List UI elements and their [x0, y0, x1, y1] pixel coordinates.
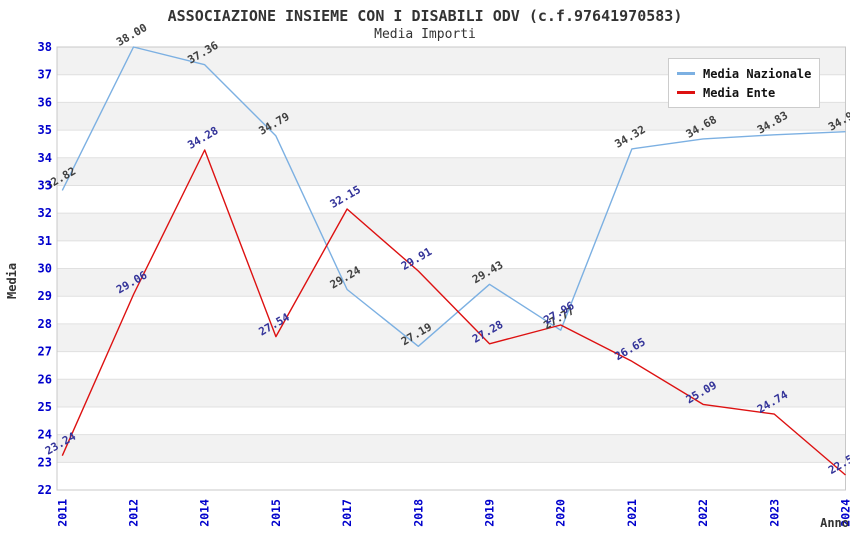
x-tick-label: 2014: [198, 499, 212, 527]
plot-band: [57, 130, 846, 158]
y-tick-label: 33: [38, 178, 52, 192]
chart-subtitle: Media Importi: [374, 27, 476, 42]
plot-band: [57, 323, 846, 352]
plot-band: [57, 406, 846, 435]
x-tick-label: 2011: [55, 499, 69, 527]
y-tick-label: 25: [38, 400, 52, 414]
plot-band: [57, 268, 846, 297]
x-tick-label: 2017: [340, 499, 354, 527]
legend-label-media-ente: Media Ente: [703, 85, 776, 100]
plot-band: [57, 379, 846, 407]
legend-item-media-nazionale: Media Nazionale: [677, 64, 811, 83]
plot-band: [57, 185, 846, 214]
x-tick-label: 2022: [696, 499, 710, 527]
chart-title: ASSOCIAZIONE INSIEME CON I DISABILI ODV …: [167, 7, 683, 25]
x-tick-label: 2018: [411, 499, 425, 527]
y-tick-label: 28: [38, 317, 52, 331]
x-axis-title: Anno: [820, 516, 849, 530]
y-tick-label: 32: [38, 206, 52, 220]
legend-item-media-ente: Media Ente: [677, 83, 811, 102]
legend-marker-media-nazionale-icon: [677, 72, 695, 75]
plot-band: [57, 240, 846, 269]
y-tick-label: 24: [38, 428, 52, 442]
y-tick-label: 31: [38, 234, 52, 248]
legend: Media Nazionale Media Ente: [668, 58, 820, 108]
y-tick-label: 26: [38, 372, 52, 386]
plot-band: [57, 296, 846, 324]
y-tick-label: 38: [38, 40, 52, 54]
plot-band: [57, 434, 846, 463]
y-tick-label: 29: [38, 289, 52, 303]
legend-label-media-nazionale: Media Nazionale: [703, 66, 812, 81]
y-tick-label: 30: [38, 262, 52, 276]
x-tick-label: 2019: [483, 499, 497, 527]
plot-band: [57, 462, 846, 490]
plot-border: [56, 46, 846, 491]
x-tick-label: 2021: [625, 499, 639, 527]
series-line-media-ente: [61, 149, 846, 476]
x-tick-label: 2024: [839, 499, 850, 527]
x-tick-label: 2012: [127, 499, 141, 527]
x-tick-label: 2023: [767, 499, 781, 527]
plot-band: [57, 157, 846, 186]
y-tick-label: 36: [38, 95, 52, 109]
y-tick-label: 37: [38, 68, 52, 82]
y-tick-label: 22: [38, 483, 52, 497]
y-axis-title: Media: [5, 263, 19, 299]
y-tick-label: 35: [38, 123, 52, 137]
y-tick-label: 34: [38, 151, 52, 165]
y-tick-label: 27: [38, 345, 52, 359]
y-tick-label: 23: [38, 455, 52, 469]
x-tick-label: 2020: [554, 499, 568, 527]
data-label: 38.00: [114, 21, 149, 49]
plot-band: [57, 351, 846, 380]
plot-band: [57, 213, 846, 241]
x-tick-label: 2015: [269, 499, 283, 527]
series-line-media-nazionale: [61, 46, 846, 347]
legend-marker-media-ente-icon: [677, 91, 695, 94]
